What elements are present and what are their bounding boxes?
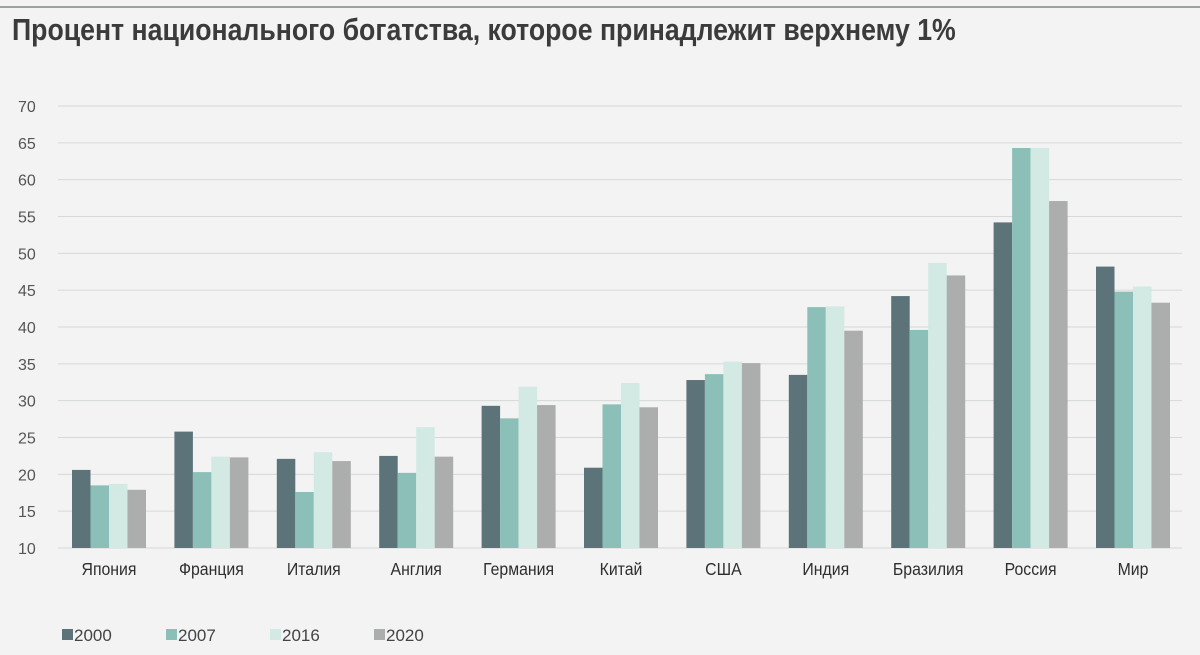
legend-label: 2000 xyxy=(74,626,112,645)
y-tick-label: 10 xyxy=(18,541,36,558)
x-category-label: Китай xyxy=(600,559,643,579)
y-tick-label: 55 xyxy=(18,210,36,227)
bar xyxy=(891,296,910,548)
bar xyxy=(72,469,91,548)
bar xyxy=(174,431,193,548)
y-axis-ticks: 10 15 20 25 30 35 40 45 50 55 60 65 70 xyxy=(18,99,36,558)
bar xyxy=(416,427,435,548)
bar xyxy=(1151,302,1170,548)
x-category-label: Индия xyxy=(802,559,849,579)
bar xyxy=(537,405,556,548)
bar xyxy=(192,472,212,548)
y-tick-label: 15 xyxy=(18,504,36,521)
chart-title: Процент национального богатства, которое… xyxy=(12,12,956,47)
y-tick-label: 25 xyxy=(18,431,36,448)
bar xyxy=(127,489,146,548)
x-category-label: Италия xyxy=(287,559,341,579)
y-tick-label: 60 xyxy=(18,173,36,190)
legend-label: 2020 xyxy=(386,626,424,645)
bar xyxy=(434,456,454,548)
x-category-label: Германия xyxy=(483,559,554,579)
bar xyxy=(807,307,826,548)
bar xyxy=(313,452,333,548)
bars xyxy=(72,147,1170,549)
y-tick-label: 70 xyxy=(18,99,36,116)
bar xyxy=(584,467,603,548)
bar xyxy=(1133,286,1152,548)
bar xyxy=(276,458,296,548)
bar xyxy=(295,492,314,548)
legend-swatch xyxy=(62,629,73,640)
bar xyxy=(844,330,863,548)
bar xyxy=(1049,201,1068,548)
bar xyxy=(825,306,845,548)
legend-label: 2016 xyxy=(282,626,320,645)
y-tick-label: 65 xyxy=(18,136,36,153)
x-category-label: Бразилия xyxy=(893,559,964,579)
bar xyxy=(909,329,929,548)
bar xyxy=(332,461,351,548)
legend-swatch xyxy=(166,629,177,640)
bar xyxy=(1030,147,1050,549)
x-category-label: Россия xyxy=(1005,559,1057,579)
x-category-label: Мир xyxy=(1118,559,1149,579)
x-axis-categories: Япония Франция Италия Англия Германия Китай СШ… xyxy=(82,559,1149,579)
x-category-label: Япония xyxy=(82,559,137,579)
legend: 2000 2007 2016 2020 xyxy=(62,626,424,645)
y-tick-label: 40 xyxy=(18,320,36,337)
bar xyxy=(90,485,109,548)
bar xyxy=(686,380,705,548)
top-rule xyxy=(0,6,1200,8)
bar xyxy=(788,374,808,548)
y-tick-label: 45 xyxy=(18,283,36,300)
bar xyxy=(639,407,658,548)
y-tick-label: 30 xyxy=(18,394,36,411)
bar xyxy=(602,404,621,548)
x-category-label: Англия xyxy=(391,559,442,579)
legend-swatch xyxy=(270,629,281,640)
bar xyxy=(946,275,966,548)
bar xyxy=(229,457,249,548)
bar xyxy=(993,222,1013,549)
bar xyxy=(704,374,724,548)
bar xyxy=(741,363,761,548)
bar xyxy=(621,382,640,548)
bar xyxy=(397,472,417,548)
y-tick-label: 50 xyxy=(18,246,36,263)
bar xyxy=(1012,147,1031,549)
bar xyxy=(1096,266,1115,548)
x-category-label: Франция xyxy=(179,559,244,579)
bar xyxy=(211,456,230,548)
y-tick-label: 35 xyxy=(18,357,36,374)
bar xyxy=(723,361,742,548)
x-category-label: США xyxy=(705,559,742,579)
bar xyxy=(481,405,501,548)
bar xyxy=(1114,291,1133,548)
bar xyxy=(928,262,947,548)
bar xyxy=(379,455,398,548)
bar xyxy=(518,386,538,548)
y-tick-label: 20 xyxy=(18,467,36,484)
bar xyxy=(109,483,128,548)
legend-label: 2007 xyxy=(178,626,216,645)
bar xyxy=(500,418,519,548)
legend-swatch xyxy=(374,629,385,640)
